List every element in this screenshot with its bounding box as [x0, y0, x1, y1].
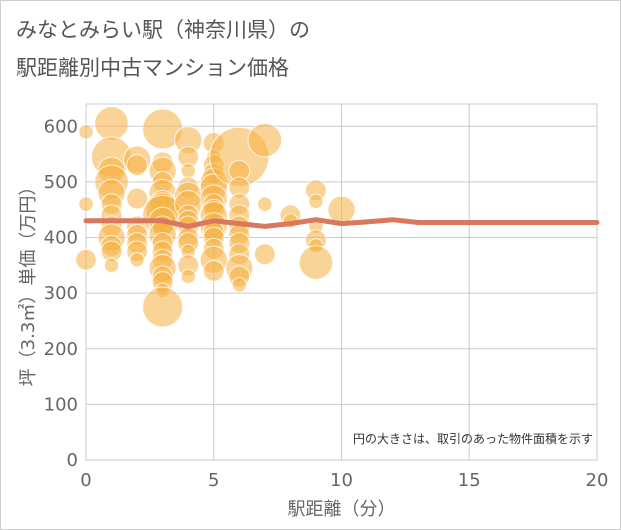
y-axis-label: 坪（3.3㎡）単価（万円）	[17, 178, 39, 387]
chart-title-line2: 駅距離別中古マンション価格	[16, 56, 289, 80]
bubble-point	[327, 195, 356, 224]
bubble-point	[94, 106, 129, 141]
bubble-point	[308, 193, 324, 210]
bubble-layer	[75, 106, 356, 328]
bubble-point	[142, 286, 184, 328]
y-tick-label: 500	[44, 172, 78, 193]
bubble-point	[103, 257, 120, 274]
tick-layer: 0 100 200 300 400 500 600 0 5 10 15 20	[44, 116, 609, 491]
trend-layer	[83, 217, 600, 229]
bubble-point	[75, 248, 97, 271]
chart-title-line1: みなとみらい駅（神奈川県）の	[16, 18, 310, 42]
x-axis-label: 駅距離（分）	[288, 499, 396, 520]
bubble-point	[298, 245, 334, 280]
bubble-point	[247, 122, 283, 158]
y-tick-label: 200	[44, 339, 78, 360]
bubble-point	[202, 259, 225, 282]
bubble-size-note: 円の大きさは、取引のあった物件面積を示す	[353, 431, 593, 446]
x-tick-label: 15	[458, 470, 481, 491]
bubble-point	[257, 196, 273, 212]
x-tick-label: 20	[586, 470, 609, 491]
bubble-point	[78, 196, 94, 212]
trend-line	[83, 217, 600, 229]
bubble-point	[126, 187, 149, 210]
y-tick-label: 100	[44, 394, 78, 415]
bubble-point	[78, 124, 94, 140]
y-tick-label: 300	[44, 283, 78, 304]
bubble-point	[126, 154, 149, 177]
y-tick-label: 0	[67, 450, 78, 471]
x-tick-label: 0	[80, 470, 91, 491]
bubble-point	[180, 163, 196, 179]
bubble-point	[180, 268, 196, 285]
x-tick-label: 10	[330, 470, 353, 491]
bubble-point	[231, 277, 248, 293]
grid	[85, 103, 598, 461]
y-tick-label: 600	[44, 116, 78, 137]
y-tick-label: 400	[44, 228, 78, 249]
bubble-point	[129, 252, 145, 268]
x-tick-label: 5	[208, 470, 219, 491]
bubble-point	[253, 243, 276, 266]
